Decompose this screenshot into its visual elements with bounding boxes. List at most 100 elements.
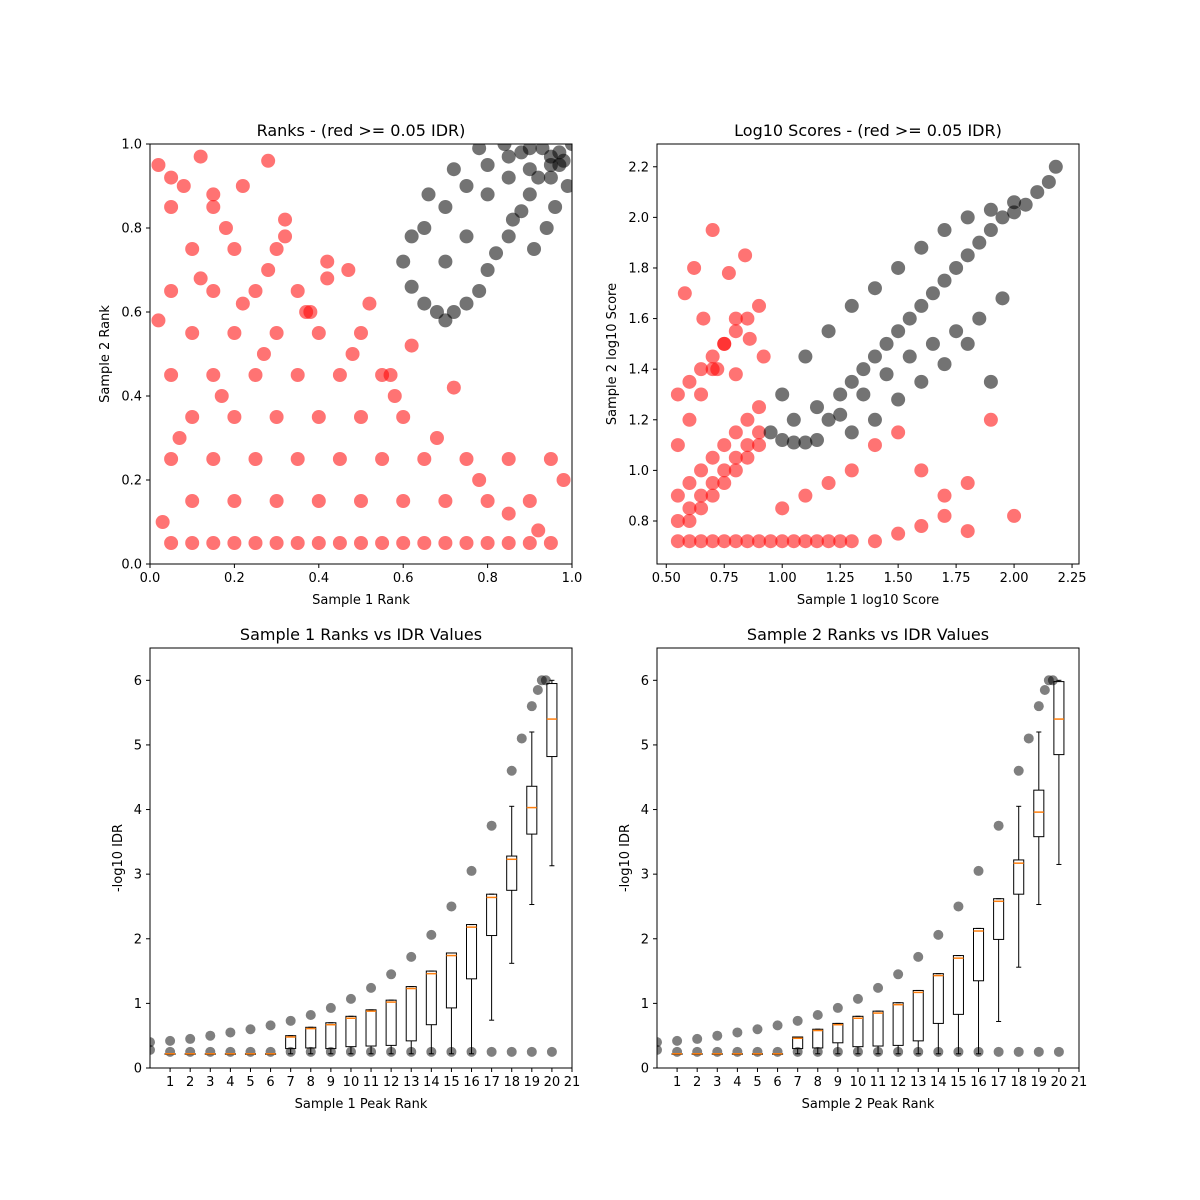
data-point — [278, 229, 293, 244]
data-point — [694, 463, 709, 478]
data-point — [891, 526, 906, 541]
data-point — [227, 242, 242, 256]
panel-sample1-idr: Sample 1 Ranks vs IDR Values 1 2 3 4 5 6 7 8 9 10… — [111, 625, 580, 1112]
x-tick-label: 11 — [870, 1075, 887, 1090]
data-point — [728, 311, 743, 326]
data-point — [311, 410, 326, 424]
data-point — [311, 536, 326, 550]
data-point — [682, 534, 697, 549]
data-point — [844, 463, 859, 478]
x-tick-label: 4 — [733, 1075, 741, 1090]
data-point — [426, 929, 437, 940]
box-plot — [812, 1028, 824, 1055]
box-plot — [204, 1053, 216, 1055]
y-tick-label: 1 — [641, 997, 649, 1012]
data-point — [501, 170, 516, 185]
data-point — [532, 685, 543, 695]
data-point — [480, 263, 495, 277]
data-point — [1033, 1046, 1044, 1057]
data-point — [879, 367, 894, 382]
x-tick-label: 16 — [970, 1075, 987, 1090]
data-point — [383, 368, 398, 382]
data-point — [705, 349, 720, 364]
data-point — [738, 248, 753, 263]
data-point — [717, 438, 732, 453]
data-point — [694, 362, 709, 377]
data-point — [772, 1046, 783, 1057]
data-point — [332, 536, 347, 550]
data-point — [937, 508, 952, 523]
data-point — [728, 534, 743, 549]
box-plot — [184, 1053, 196, 1055]
data-point — [539, 221, 554, 235]
box-body — [952, 955, 964, 1015]
x-tick-label: 5 — [246, 1075, 254, 1090]
data-point — [692, 1033, 703, 1044]
data-point — [914, 240, 929, 255]
data-point — [565, 144, 572, 151]
data-point — [972, 311, 987, 326]
box-body — [832, 1022, 844, 1044]
x-tick-label: 0.6 — [393, 571, 414, 586]
x-tick-label: 19 — [1031, 1075, 1048, 1090]
data-point — [740, 311, 755, 326]
x-tick-label: 1 — [166, 1075, 174, 1090]
data-point — [1030, 185, 1045, 200]
x-tick-label: 0.8 — [477, 571, 498, 586]
data-point — [285, 1015, 296, 1026]
box-plot — [792, 1036, 804, 1055]
y-tick-label: 4 — [134, 803, 142, 818]
data-point — [983, 374, 998, 389]
data-point — [438, 536, 453, 550]
data-point — [164, 452, 179, 466]
data-point — [772, 1020, 783, 1031]
data-point — [480, 187, 495, 202]
x-tick-label: 0.50 — [652, 571, 681, 586]
box-plot — [466, 924, 478, 1055]
x-tick-label: 20 — [544, 1075, 561, 1090]
data-point — [705, 450, 720, 465]
data-point — [775, 387, 790, 402]
data-point — [949, 324, 964, 339]
data-point — [960, 524, 975, 539]
box-plot — [671, 1053, 683, 1055]
data-point — [375, 452, 390, 466]
data-point — [740, 534, 755, 549]
box-body — [546, 683, 558, 758]
x-tick-label: 0.0 — [140, 571, 161, 586]
data-point — [332, 452, 347, 466]
data-point — [155, 515, 170, 529]
data-point — [752, 400, 767, 415]
data-point — [438, 200, 453, 214]
data-point — [261, 153, 276, 168]
box-body — [872, 1010, 884, 1047]
data-point — [269, 494, 284, 508]
data-point — [185, 494, 200, 508]
panel-sample2-idr: Sample 2 Ranks vs IDR Values 1 2 3 4 5 6 7 8 9 10… — [618, 625, 1087, 1112]
box-body — [345, 1015, 357, 1048]
x-axis-label: Sample 1 Rank — [312, 593, 410, 608]
data-point — [993, 1046, 1004, 1057]
data-point — [489, 246, 504, 261]
y-tick-label: 6 — [134, 674, 142, 689]
box-plot — [445, 952, 457, 1055]
x-tick-label: 3 — [713, 1075, 721, 1090]
y-tick-label: 0 — [134, 1062, 142, 1077]
data-point — [682, 476, 697, 491]
box-plot — [365, 1009, 377, 1055]
data-point — [775, 433, 790, 448]
y-tick-label: 1 — [134, 997, 142, 1012]
data-point — [225, 1027, 236, 1038]
data-point — [164, 170, 179, 185]
data-point — [867, 281, 882, 296]
data-point — [417, 296, 432, 311]
data-point — [311, 326, 326, 340]
data-point — [798, 534, 813, 549]
box-plot — [345, 1015, 357, 1055]
data-point — [752, 298, 767, 313]
data-point — [404, 338, 419, 353]
data-point — [752, 1046, 763, 1057]
data-point — [269, 326, 284, 340]
data-point — [176, 179, 191, 193]
box-plot — [224, 1053, 236, 1055]
